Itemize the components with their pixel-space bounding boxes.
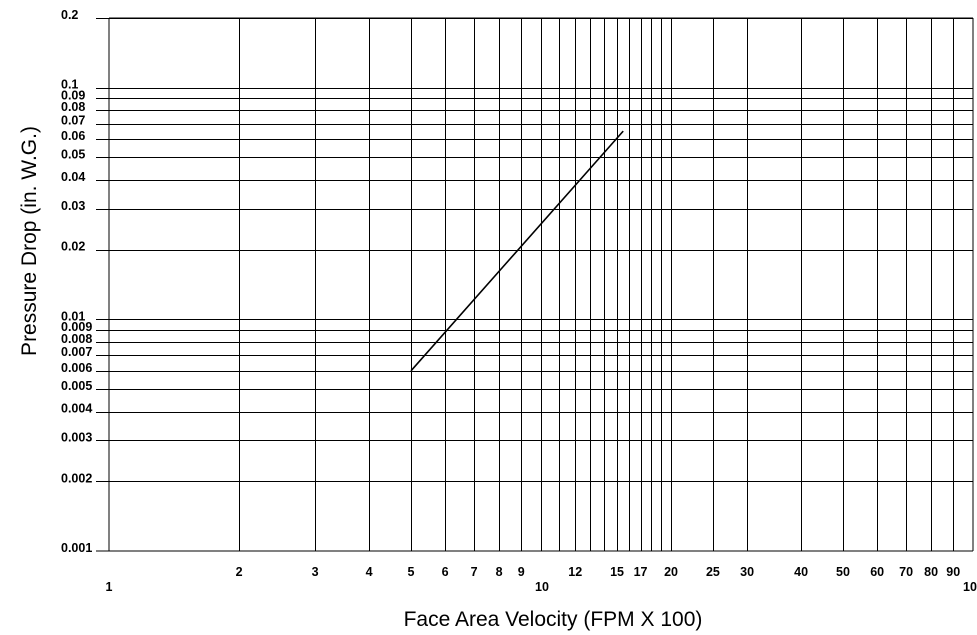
- y-tick-label: 0.04: [61, 170, 85, 184]
- y-tick-label: 0.1: [61, 78, 78, 92]
- x-tick-label: 30: [740, 565, 754, 579]
- y-axis-tick-labels: 0.001 0.002 0.003 0.004 0.005 0.006 0.0070.008…: [61, 8, 92, 555]
- y-tick-label: 0.2: [61, 8, 78, 22]
- y-tick-label: 0.01: [61, 309, 85, 323]
- x-axis-label: Face Area Velocity (FPM X 100): [404, 608, 703, 631]
- y-tick-label: 0.009: [61, 320, 92, 334]
- x-tick-label: 2: [236, 565, 243, 579]
- x-tick-label: 100: [963, 580, 977, 594]
- y-tick-label: 0.003: [61, 430, 92, 444]
- y-axis-label: Pressure Drop (in. W.G.): [18, 126, 41, 356]
- series-layer: [410, 130, 624, 372]
- series-line: [410, 130, 624, 372]
- x-tick-label: 12: [568, 565, 582, 579]
- x-tick-label: 5: [407, 565, 414, 579]
- y-tick-label: 0.001: [61, 541, 92, 555]
- x-tick-label: 7: [471, 565, 478, 579]
- x-tick-label: 50: [836, 565, 850, 579]
- x-tick-label: 9: [518, 565, 525, 579]
- grid: [96, 17, 974, 552]
- x-tick-label: 80: [924, 565, 938, 579]
- y-tick-label: 0.08: [61, 100, 85, 114]
- y-tick-label: 0.007: [61, 345, 92, 359]
- y-tick-label: 0.07: [61, 114, 85, 128]
- x-tick-label: 10: [535, 580, 549, 594]
- x-tick-label: 15: [610, 565, 624, 579]
- y-tick-label: 0.002: [61, 471, 92, 485]
- y-tick-label: 0.09: [61, 88, 85, 102]
- y-tick-label: 0.06: [61, 129, 85, 143]
- x-tick-label: 17: [634, 565, 648, 579]
- y-tick-label: 0.004: [61, 402, 92, 416]
- x-tick-label: 6: [442, 565, 449, 579]
- y-tick-label: 0.008: [61, 332, 92, 346]
- x-tick-label: 90: [946, 565, 960, 579]
- x-tick-label: 25: [706, 565, 720, 579]
- y-tick-label: 0.03: [61, 199, 85, 213]
- x-tick-label: 20: [664, 565, 678, 579]
- x-tick-label: 8: [496, 565, 503, 579]
- y-tick-label: 0.05: [61, 147, 85, 161]
- y-tick-label: 0.005: [61, 379, 92, 393]
- x-tick-label: 4: [366, 565, 373, 579]
- x-tick-label: 40: [794, 565, 808, 579]
- x-tick-label: 3: [312, 565, 319, 579]
- x-tick-label: 1: [106, 580, 113, 594]
- x-tick-label: 70: [899, 565, 913, 579]
- y-tick-label: 0.006: [61, 361, 92, 375]
- y-tick-label: 0.02: [61, 240, 85, 254]
- x-tick-label: 60: [870, 565, 884, 579]
